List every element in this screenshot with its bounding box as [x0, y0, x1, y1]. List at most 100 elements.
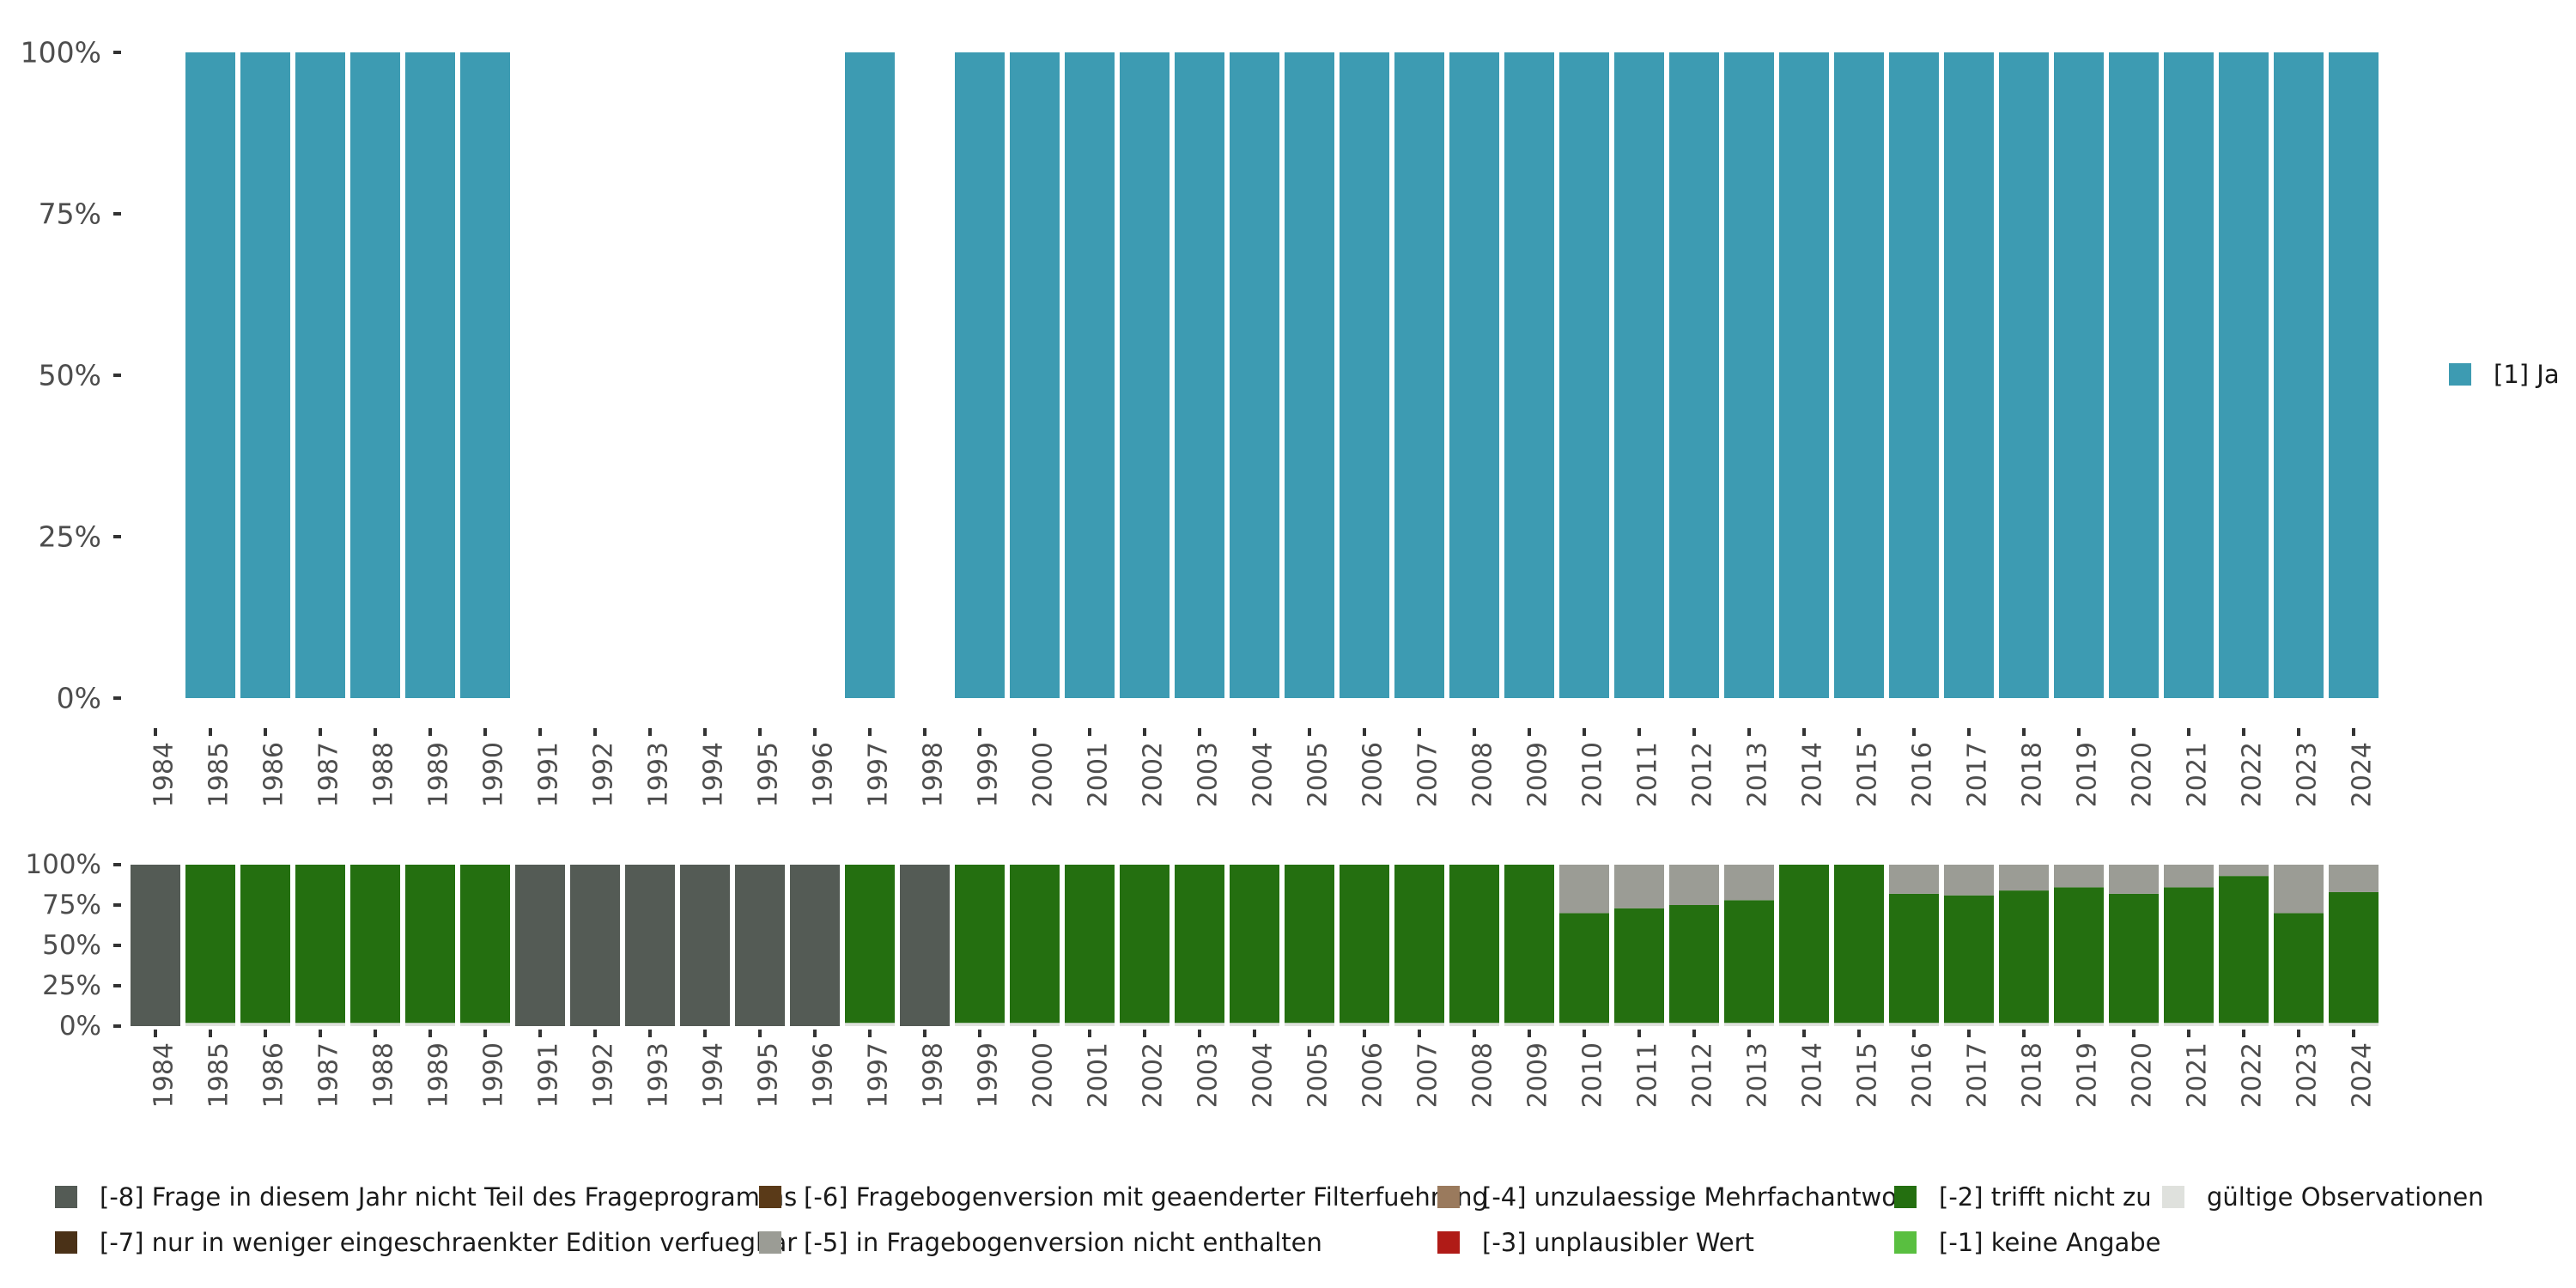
legend-label: [-3] unplausibler Wert — [1482, 1228, 1754, 1257]
bar-segment-2005 — [1285, 52, 1334, 698]
bar-segment-2019 — [2054, 52, 2104, 698]
x-tick-label: 2015 — [1853, 1042, 1883, 1108]
bar-segment-2013 — [1724, 900, 1774, 1024]
legend-label: [-7] nur in weniger eingeschraenkter Edi… — [100, 1228, 798, 1257]
bar-segment-2001 — [1065, 1023, 1115, 1026]
x-tick-label: 1993 — [644, 1042, 674, 1108]
bar-segment-2002 — [1120, 1023, 1170, 1026]
bar-segment-1990 — [460, 1023, 510, 1026]
bar-segment-2020 — [2109, 893, 2159, 1024]
bar-segment-2012 — [1669, 865, 1719, 905]
x-tick-label: 2001 — [1084, 742, 1114, 807]
bar-segment-2022 — [2219, 865, 2269, 877]
x-tick-label: 1999 — [974, 742, 1004, 807]
bar-segment-2020 — [2109, 52, 2159, 698]
y-tick-label: 100% — [25, 849, 101, 880]
legend-label: [-5] in Fragebogenversion nicht enthalte… — [804, 1228, 1322, 1257]
legend-label-ja: [1] Ja — [2494, 360, 2560, 389]
bar-segment-2010 — [1559, 1023, 1609, 1026]
legend-swatch — [2162, 1186, 2184, 1208]
x-tick-label: 1990 — [479, 742, 509, 807]
y-tick-label: 0% — [57, 682, 101, 715]
bar-segment-2018 — [1999, 890, 2049, 1024]
x-tick-label: 2016 — [1908, 742, 1938, 807]
x-tick-label: 1991 — [534, 742, 564, 807]
bar-segment-1997 — [845, 865, 895, 1024]
legend-label: [-6] Fragebogenversion mit geaenderter F… — [804, 1182, 1488, 1212]
bar-segment-2005 — [1285, 1023, 1334, 1026]
x-tick-label: 2022 — [2238, 742, 2268, 807]
bar-segment-1987 — [295, 52, 345, 698]
x-tick-label: 1989 — [424, 742, 454, 807]
bar-segment-2009 — [1504, 52, 1554, 698]
legend-swatch — [1437, 1186, 1460, 1208]
bar-segment-2024 — [2329, 52, 2379, 698]
bar-segment-2019 — [2054, 887, 2104, 1024]
bar-segment-2018 — [1999, 52, 2049, 698]
bar-segment-2022 — [2219, 52, 2269, 698]
bar-segment-2013 — [1724, 52, 1774, 698]
bar-segment-1999 — [955, 52, 1005, 698]
bar-segment-1997 — [845, 52, 895, 698]
bar-segment-2007 — [1394, 52, 1444, 698]
x-tick-label: 2023 — [2293, 1042, 2323, 1108]
legend-label: [-1] keine Angabe — [1939, 1228, 2161, 1257]
x-tick-label: 2000 — [1029, 1042, 1059, 1108]
legend-item: [-3] unplausibler Wert — [1437, 1225, 1754, 1260]
x-tick-label: 1998 — [919, 1042, 949, 1108]
bar-segment-2012 — [1669, 52, 1719, 698]
bar-segment-2011 — [1614, 1023, 1664, 1026]
x-tick-label: 2024 — [2348, 742, 2378, 807]
legend-item: gültige Observationen — [2162, 1180, 2484, 1214]
x-tick-label: 2013 — [1743, 1042, 1773, 1108]
bar-segment-2004 — [1230, 52, 1279, 698]
x-tick-label: 2012 — [1688, 1042, 1718, 1108]
x-tick-label: 2007 — [1413, 1042, 1443, 1108]
x-tick-label: 1987 — [314, 1042, 344, 1108]
x-tick-label: 2019 — [2073, 1042, 2103, 1108]
x-tick-label: 2022 — [2238, 1042, 2268, 1108]
x-tick-label: 2018 — [2018, 742, 2048, 807]
bar-segment-2013 — [1724, 865, 1774, 901]
bar-segment-2020 — [2109, 865, 2159, 894]
bar-segment-2011 — [1614, 52, 1664, 698]
bar-segment-1999 — [955, 1023, 1005, 1026]
bar-segment-2019 — [2054, 1023, 2104, 1026]
y-tick-label: 25% — [39, 520, 101, 554]
bar-segment-2004 — [1230, 1023, 1279, 1026]
legend-swatch — [55, 1231, 77, 1254]
bar-segment-2018 — [1999, 1023, 2049, 1026]
legend-swatch — [759, 1231, 781, 1254]
bar-segment-1994 — [680, 865, 730, 1026]
y-tick-label: 0% — [59, 1011, 101, 1042]
bar-segment-1986 — [240, 1023, 290, 1026]
x-tick-label: 1998 — [919, 742, 949, 807]
bar-segment-1985 — [185, 52, 235, 698]
bar-segment-2016 — [1889, 893, 1939, 1024]
bar-segment-1996 — [790, 865, 840, 1026]
bar-segment-2016 — [1889, 52, 1939, 698]
bar-segment-2017 — [1944, 865, 1994, 896]
bar-segment-2023 — [2274, 865, 2324, 914]
bar-segment-2002 — [1120, 865, 1170, 1024]
bar-segment-2021 — [2164, 887, 2214, 1024]
x-tick-label: 2009 — [1523, 742, 1553, 807]
x-tick-label: 2020 — [2128, 742, 2158, 807]
legend-swatch — [759, 1186, 781, 1208]
x-tick-label: 1994 — [699, 1042, 729, 1108]
x-tick-label: 2017 — [1963, 1042, 1993, 1108]
y-tick-label: 100% — [21, 36, 101, 70]
legend-swatch — [1894, 1231, 1917, 1254]
bar-segment-2003 — [1175, 1023, 1224, 1026]
bar-segment-2000 — [1010, 1023, 1060, 1026]
bar-segment-2003 — [1175, 52, 1224, 698]
bar-segment-2016 — [1889, 865, 1939, 894]
bar-segment-2002 — [1120, 52, 1170, 698]
legend-swatch — [55, 1186, 77, 1208]
bar-segment-2021 — [2164, 1023, 2214, 1026]
y-tick-label: 75% — [42, 890, 101, 920]
bar-segment-2012 — [1669, 1023, 1719, 1026]
bar-segment-1995 — [735, 865, 785, 1026]
bar-segment-2017 — [1944, 1023, 1994, 1026]
